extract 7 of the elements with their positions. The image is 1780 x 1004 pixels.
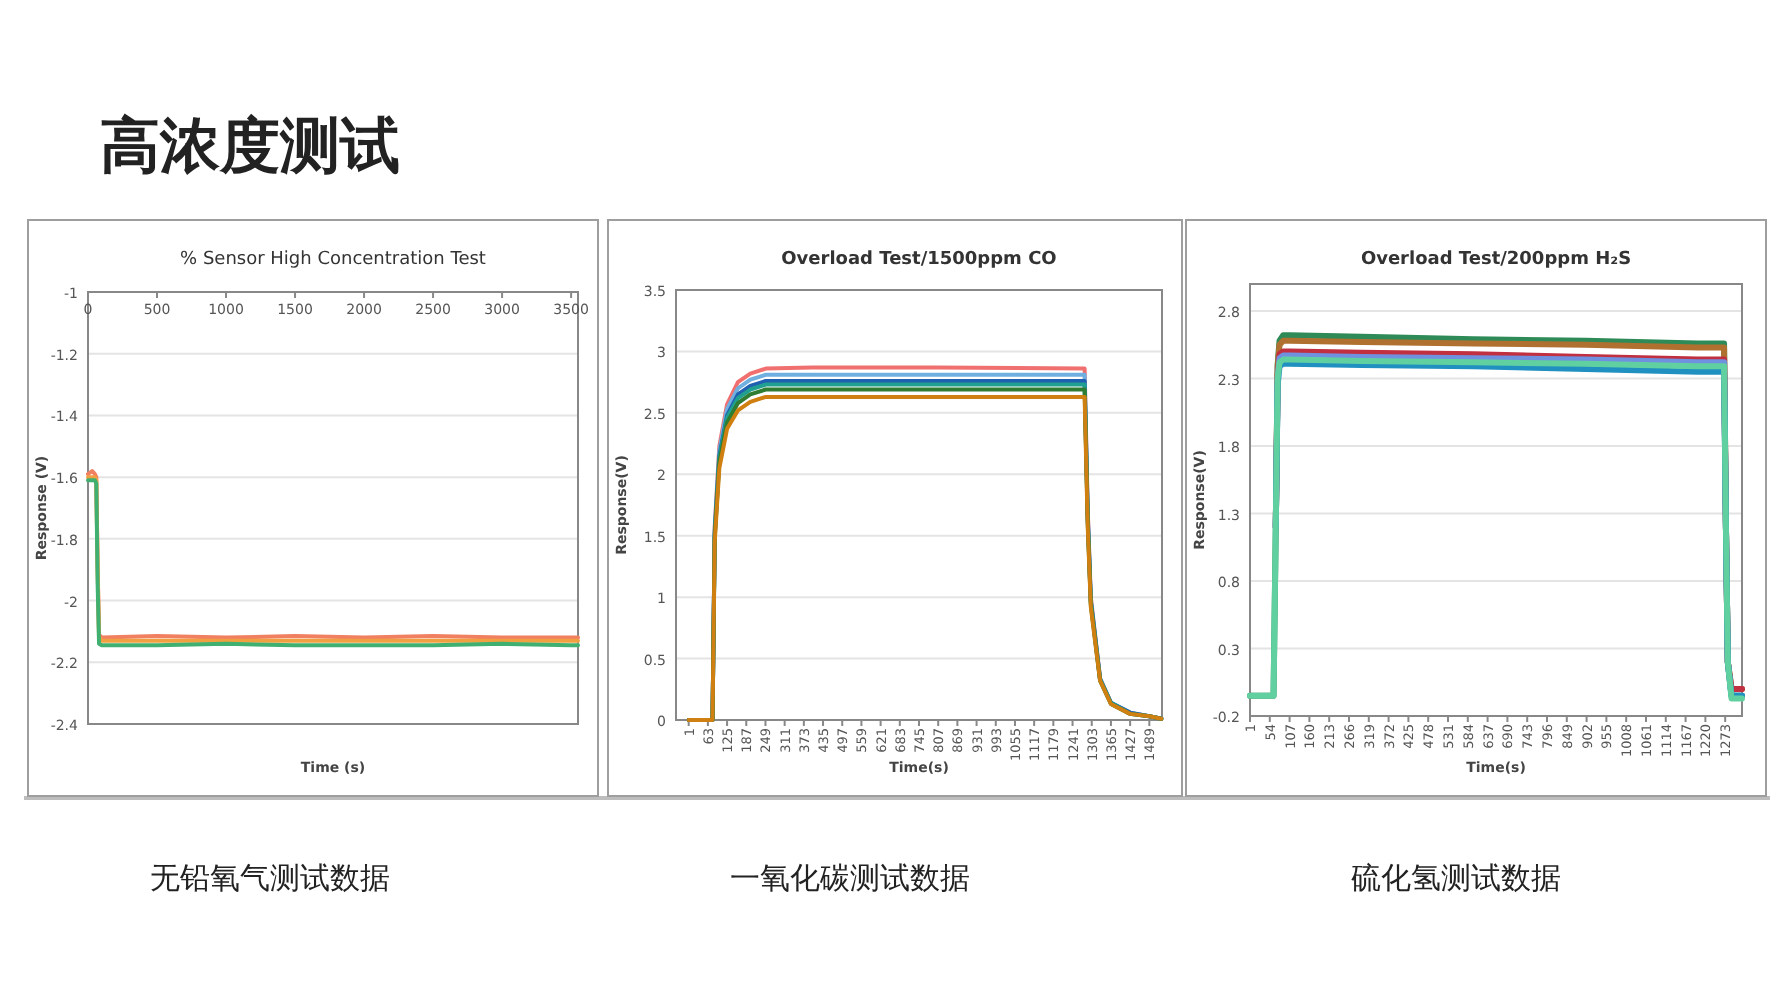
chart-title: Overload Test/1500ppm CO <box>781 250 1058 270</box>
text: 一氧化碳测试数据 <box>730 860 970 896</box>
text: 高浓度测试 <box>100 112 400 182</box>
chart-title: % Sensor High Concentration Test <box>180 250 487 270</box>
chart-title: Overload Test/200ppm H₂S <box>1360 250 1632 270</box>
text: 硫化氢测试数据 <box>1351 860 1561 896</box>
text: 无铅氧气测试数据 <box>150 860 390 896</box>
